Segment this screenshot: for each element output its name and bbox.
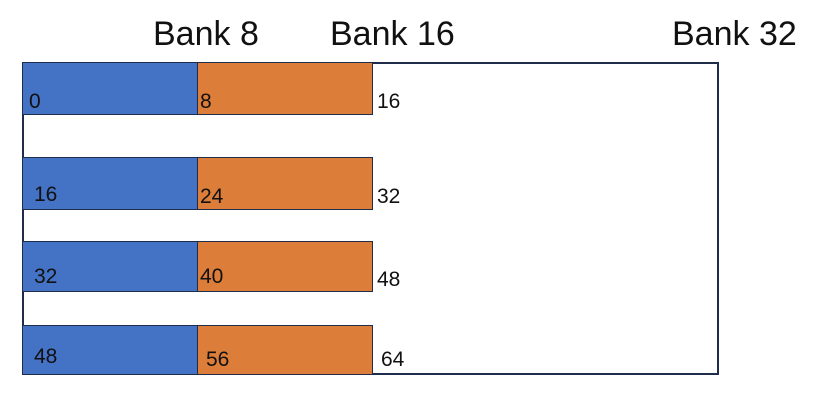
bank-16-label: Bank 16 xyxy=(330,15,455,53)
row-0-end-index: 16 xyxy=(377,90,401,113)
row-2-end-index: 48 xyxy=(377,268,401,291)
row-1-end-index: 32 xyxy=(377,185,401,208)
bank-row-2-first-half xyxy=(22,241,198,292)
row-3-mid-index: 56 xyxy=(206,348,230,371)
row-0-mid-index: 8 xyxy=(200,90,212,113)
bank-row-1-first-half xyxy=(22,157,198,210)
row-3-end-index: 64 xyxy=(381,348,405,371)
row-1-mid-index: 24 xyxy=(200,185,224,208)
bank-row-0-first-half xyxy=(22,62,198,115)
bank-32-label: Bank 32 xyxy=(672,15,797,53)
row-2-start-index: 32 xyxy=(34,265,58,288)
row-1-start-index: 16 xyxy=(34,183,58,206)
bank-row-0-second-half xyxy=(197,62,373,115)
bank-8-label: Bank 8 xyxy=(153,15,259,53)
bank-row-3-first-half xyxy=(22,325,198,375)
bank-row-2-second-half xyxy=(197,241,373,292)
row-0-start-index: 0 xyxy=(29,90,41,113)
row-2-mid-index: 40 xyxy=(200,265,224,288)
bank-row-1-second-half xyxy=(197,157,373,210)
row-3-start-index: 48 xyxy=(34,345,58,368)
bank-row-3-second-half xyxy=(197,325,373,375)
